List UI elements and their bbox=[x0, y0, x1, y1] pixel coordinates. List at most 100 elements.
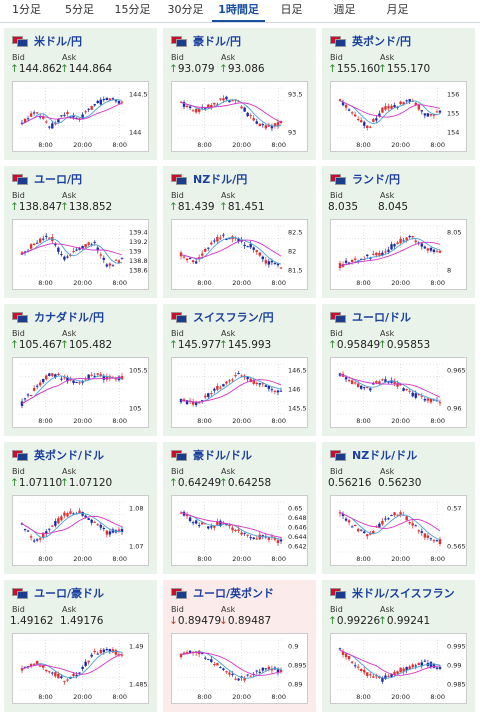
y-tick-label: 156 bbox=[447, 91, 459, 99]
rate-card[interactable]: ユーロ/円 Bid Ask ↑138.847 ↑138.852 139.4 139.2 139… bbox=[4, 166, 157, 298]
candle-body bbox=[228, 672, 231, 675]
mini-chart[interactable]: 105.5 105 8:00 20:00 8:00 bbox=[12, 357, 149, 428]
mini-chart[interactable]: 146.5 146 145.5 8:00 20:00 8:00 bbox=[171, 357, 308, 428]
tab-4[interactable]: 1時間足 bbox=[212, 0, 265, 22]
mini-chart[interactable]: 0.57 0.565 8:00 20:00 8:00 bbox=[330, 495, 467, 566]
candle-body bbox=[197, 108, 201, 112]
candle-body bbox=[231, 673, 234, 675]
ask-value-text: 155.170 bbox=[386, 63, 431, 75]
mini-chart[interactable]: 0.995 0.99 0.985 8:00 20:00 8:00 bbox=[330, 633, 467, 704]
y-tick-label: 144.5 bbox=[129, 91, 148, 99]
candle-body bbox=[273, 390, 277, 392]
pair-name-link[interactable]: スイスフラン/円 bbox=[193, 311, 274, 324]
rate-card[interactable]: スイスフラン/円 Bid Ask ↑145.977 ↑145.993 146.5 146 14… bbox=[163, 304, 316, 436]
candle-body bbox=[188, 106, 192, 109]
rate-card[interactable]: ユーロ/ドル Bid Ask ↑0.95849 ↑0.95853 0.965 0.96 8:0… bbox=[322, 304, 475, 436]
ask-label: Ask bbox=[62, 467, 77, 476]
pair-name-link[interactable]: NZドル/ドル bbox=[352, 449, 418, 462]
tab-6[interactable]: 週足 bbox=[333, 3, 356, 16]
rate-card[interactable]: 米ドル/円 Bid Ask ↑144.862 ↑144.864 144.5 144 8:00 2… bbox=[4, 28, 157, 160]
pair-name-link[interactable]: 英ポンド/円 bbox=[352, 35, 412, 48]
x-tick-label: 20:00 bbox=[232, 555, 251, 563]
pair-name-link[interactable]: 英ポンド/ドル bbox=[34, 449, 105, 462]
mini-chart[interactable]: 8.05 8 8:00 20:00 8:00 bbox=[330, 219, 467, 290]
mini-chart[interactable]: 0.965 0.96 8:00 20:00 8:00 bbox=[330, 357, 467, 428]
mini-chart[interactable]: 139.4 139.2 139 138.8 138.6 8:00 20:00 8:00 bbox=[12, 219, 149, 290]
card-header: NZドル/ドル bbox=[330, 448, 417, 462]
candle-body bbox=[384, 106, 387, 110]
bid-value: 0.56216 bbox=[328, 477, 371, 489]
candle-body bbox=[366, 534, 369, 537]
candle-body bbox=[84, 244, 87, 248]
mini-chart[interactable]: 156 155 154 8:00 20:00 8:00 bbox=[330, 81, 467, 152]
ask-value: ↑105.482 bbox=[60, 339, 112, 351]
mini-chart[interactable]: 1.49 1.485 8:00 20:00 8:00 bbox=[12, 633, 149, 704]
mini-chart[interactable]: 0.65 0.648 0.646 0.644 0.642 8:00 20:00 8:00 bbox=[171, 495, 308, 566]
candle-body bbox=[390, 105, 393, 109]
candle-body bbox=[32, 663, 36, 665]
candle-body bbox=[408, 99, 411, 102]
candle-body bbox=[120, 654, 124, 656]
candle-body bbox=[273, 123, 277, 127]
candle-body bbox=[246, 246, 249, 248]
candle-body bbox=[267, 261, 271, 265]
rate-card[interactable]: NZドル/円 Bid Ask ↑81.439 ↑81.451 82.5 82 81.5 8:00… bbox=[163, 166, 316, 298]
candle-body bbox=[420, 110, 424, 112]
pair-name-link[interactable]: ランド/円 bbox=[352, 173, 401, 186]
pair-name-link[interactable]: 米ドル/円 bbox=[34, 35, 83, 48]
candle-body bbox=[201, 253, 204, 256]
mini-chart[interactable]: 0.9 0.895 0.89 8:00 20:00 8:00 bbox=[171, 633, 308, 704]
candle-body bbox=[75, 117, 78, 119]
rate-card[interactable]: ランド/円 Bid Ask 8.035 8.045 8.05 8 8:00 20:00 8:00 bbox=[322, 166, 475, 298]
candle-body bbox=[60, 676, 63, 679]
pair-name-link[interactable]: 豪ドル/円 bbox=[193, 35, 242, 48]
pair-name-link[interactable]: ユーロ/豪ドル bbox=[34, 587, 105, 600]
pair-name-link[interactable]: ユーロ/円 bbox=[34, 173, 83, 186]
gb-jp-flag-icon bbox=[330, 35, 346, 47]
candle-body bbox=[405, 666, 408, 671]
candle-body bbox=[66, 377, 69, 382]
pair-name-link[interactable]: ユーロ/ドル bbox=[352, 311, 412, 324]
candle-body bbox=[381, 107, 384, 113]
mini-chart[interactable]: 82.5 82 81.5 8:00 20:00 8:00 bbox=[171, 219, 308, 290]
candle-body bbox=[42, 238, 45, 240]
rate-card[interactable]: 英ポンド/円 Bid Ask ↑155.160 ↑155.170 156 155 154 8:0… bbox=[322, 28, 475, 160]
ask-value-text: 0.95853 bbox=[386, 339, 431, 351]
tab-1[interactable]: 5分足 bbox=[65, 3, 94, 16]
pair-name-link[interactable]: NZドル/円 bbox=[193, 173, 248, 186]
x-tick-label: 20:00 bbox=[391, 417, 410, 425]
pair-name-link[interactable]: 米ドル/スイスフラン bbox=[352, 587, 455, 600]
rate-card[interactable]: カナダドル/円 Bid Ask ↑105.467 ↑105.482 105.5 105 8:0… bbox=[4, 304, 157, 436]
y-tick-label: 0.895 bbox=[288, 662, 307, 670]
candle-body bbox=[96, 373, 99, 375]
x-tick-label: 8:00 bbox=[430, 141, 445, 149]
candle-body bbox=[213, 664, 216, 666]
mini-chart[interactable]: 1.08 1.07 8:00 20:00 8:00 bbox=[12, 495, 149, 566]
mini-chart[interactable]: 144.5 144 8:00 20:00 8:00 bbox=[12, 81, 149, 152]
rate-card[interactable]: 豪ドル/ドル Bid Ask ↑0.64249 ↑0.64258 0.65 0.648 0.6… bbox=[163, 442, 316, 574]
pair-name-link[interactable]: カナダドル/円 bbox=[34, 311, 105, 324]
tab-5[interactable]: 日足 bbox=[280, 3, 303, 16]
bid-value-text: 8.035 bbox=[328, 201, 359, 213]
x-tick-label: 8:00 bbox=[356, 417, 371, 425]
bid-value: ↑144.862 bbox=[10, 63, 62, 75]
rate-card[interactable]: ユーロ/英ポンド Bid Ask ↓0.89479 ↓0.89487 0.9 0.895 0.… bbox=[163, 580, 316, 712]
candle-body bbox=[26, 394, 30, 396]
rate-card[interactable]: NZドル/ドル Bid Ask 0.56216 0.56230 0.57 0.565 8:00… bbox=[322, 442, 475, 574]
tab-0[interactable]: 1分足 bbox=[12, 3, 41, 16]
candle-body bbox=[23, 251, 27, 253]
candle-body bbox=[102, 99, 106, 101]
tab-2[interactable]: 15分足 bbox=[114, 3, 151, 16]
pair-name-link[interactable]: ユーロ/英ポンド bbox=[193, 587, 275, 600]
tab-3[interactable]: 30分足 bbox=[167, 3, 204, 16]
rate-card[interactable]: 英ポンド/ドル Bid Ask ↑1.07110 ↑1.07120 1.08 1.07 8:0… bbox=[4, 442, 157, 574]
rate-card[interactable]: 豪ドル/円 Bid Ask ↑93.079 ↑93.086 93.5 93 8:00 20:00… bbox=[163, 28, 316, 160]
candle-body bbox=[417, 105, 420, 110]
rate-card[interactable]: 米ドル/スイスフラン Bid Ask ↑0.99226 ↑0.99241 0.995 0.9… bbox=[322, 580, 475, 712]
pair-name-link[interactable]: 豪ドル/ドル bbox=[193, 449, 253, 462]
rate-card[interactable]: ユーロ/豪ドル Bid Ask 1.49162 1.49176 1.49 1.485 8:00… bbox=[4, 580, 157, 712]
tab-7[interactable]: 月足 bbox=[386, 3, 409, 16]
mini-chart[interactable]: 93.5 93 8:00 20:00 8:00 bbox=[171, 81, 308, 152]
bid-value-text: 81.439 bbox=[177, 201, 215, 213]
